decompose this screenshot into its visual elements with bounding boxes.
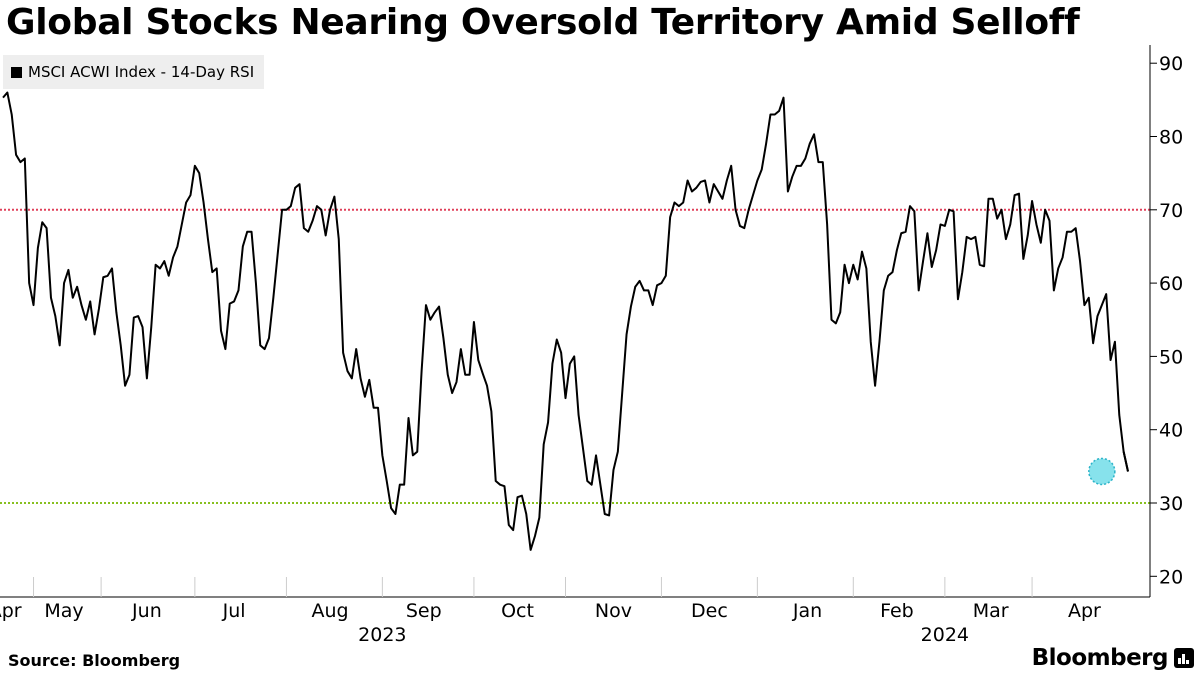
rsi-series-last-segment [1122, 451, 1129, 472]
y-tick-label: 60 [1159, 273, 1183, 295]
x-tick-label: May [44, 600, 83, 622]
series-layer [2, 91, 1129, 551]
year-label: 2024 [921, 624, 969, 646]
x-tick-label: Jan [792, 600, 822, 622]
x-tick-label: Sep [406, 600, 442, 622]
x-tick-label: Mar [973, 600, 1009, 622]
x-tick-label: Aug [311, 600, 348, 622]
x-tick-label: Oct [501, 600, 534, 622]
source-note: Source: Bloomberg [8, 651, 181, 670]
bloomberg-logo: Bloomberg [1031, 645, 1169, 671]
latest-point-marker [1088, 457, 1116, 486]
legend-swatch [11, 66, 22, 78]
x-tick-label: Nov [595, 600, 632, 622]
legend-label: MSCI ACWI Index - 14-Day RSI [28, 63, 255, 81]
x-tick-label: Feb [880, 600, 914, 622]
y-tick-label: 80 [1159, 127, 1183, 149]
axes [0, 45, 1157, 598]
x-tick-label: Dec [691, 600, 728, 622]
y-tick-label: 30 [1159, 493, 1183, 515]
y-tick-label: 90 [1159, 53, 1183, 75]
bloomberg-terminal-icon [1174, 648, 1194, 668]
x-tick-label: Jun [131, 600, 162, 622]
year-label: 2023 [358, 624, 406, 646]
y-tick-label: 70 [1159, 200, 1183, 222]
x-tick-label: Jul [222, 600, 246, 622]
y-tick-label: 20 [1159, 566, 1183, 588]
y-tick-label: 50 [1159, 346, 1183, 368]
x-tick-label: Apr [0, 600, 22, 622]
y-tick-label: 40 [1159, 420, 1183, 442]
chart-title: Global Stocks Nearing Oversold Territory… [6, 2, 1080, 43]
x-tick-label: Apr [1068, 600, 1101, 622]
rsi-series-line [2, 91, 1129, 551]
tick-labels: 20 30 40 50 60 70 80 90 Apr May Jun Jul Aug Sep Oct Nov… [0, 53, 1183, 646]
legend: MSCI ACWI Index - 14-Day RSI [3, 55, 265, 89]
